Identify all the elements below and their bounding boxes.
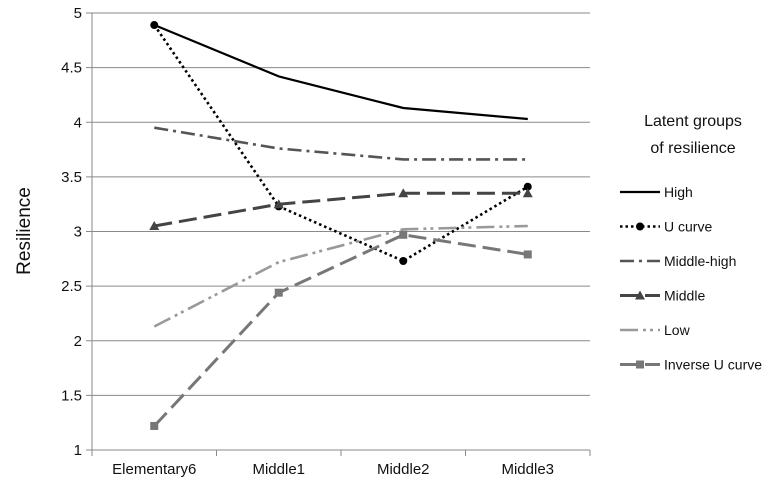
y-tick-label: 1.5 — [61, 387, 82, 404]
x-tick-label: Elementary6 — [112, 461, 196, 478]
series-5 — [150, 230, 532, 430]
legend-label: Middle-high — [664, 253, 736, 269]
y-tick-label: 1 — [74, 442, 82, 459]
y-tick-labels: 1 1.5 2 2.5 3 3.5 4 4.5 5 — [61, 5, 82, 459]
y-tick-label: 2 — [74, 333, 82, 350]
series-lines — [149, 21, 533, 430]
data-point — [636, 360, 644, 369]
series-line — [153, 233, 529, 428]
data-point — [635, 290, 645, 300]
data-point — [522, 188, 533, 198]
series-line — [154, 126, 528, 161]
y-tick-label: 3 — [74, 224, 82, 241]
y-tick-label: 4.5 — [61, 60, 82, 77]
legend-item: Middle — [620, 288, 705, 304]
x-tick-labels: Elementary6 Middle1 Middle2 Middle3 — [112, 461, 554, 478]
data-point — [636, 222, 644, 231]
data-point — [150, 421, 159, 430]
legend-label: Inverse U curve — [664, 357, 762, 373]
data-point — [398, 188, 409, 198]
gridlines — [86, 12, 590, 451]
y-tick-label: 5 — [74, 5, 82, 22]
data-point — [274, 288, 283, 297]
legend-label: Middle — [664, 288, 705, 304]
data-point — [523, 250, 532, 259]
x-tick-label: Middle1 — [252, 461, 305, 478]
data-point — [149, 221, 160, 231]
series-0 — [153, 23, 528, 121]
y-axis-label: Resilience — [14, 187, 35, 275]
legend-label: U curve — [664, 219, 712, 235]
data-point — [150, 21, 159, 30]
legend-label: Low — [664, 322, 691, 338]
data-point — [399, 256, 408, 265]
series-4 — [153, 224, 528, 328]
series-3 — [149, 188, 533, 231]
x-tick-label: Middle3 — [501, 461, 554, 478]
legend-item: U curve — [620, 219, 712, 235]
y-tick-label: 2.5 — [61, 278, 82, 295]
data-point — [523, 182, 532, 191]
series-line — [153, 23, 528, 121]
series-line — [153, 24, 529, 263]
legend: Latent groups of resilience High U curve M… — [620, 113, 762, 373]
axes — [91, 13, 591, 456]
x-tick-label: Middle2 — [377, 461, 430, 478]
y-tick-label: 4 — [74, 114, 82, 131]
series-line — [154, 191, 528, 228]
series-2 — [154, 126, 528, 161]
legend-title-line-2: of resilience — [650, 140, 735, 157]
legend-label: High — [664, 184, 693, 200]
series-line — [153, 224, 528, 328]
y-tick-label: 3.5 — [61, 169, 82, 186]
series-1 — [150, 21, 532, 265]
data-point — [399, 230, 408, 239]
legend-item: Inverse U curve — [620, 357, 762, 373]
legend-item: High — [620, 184, 693, 200]
legend-title-line-1: Latent groups — [644, 113, 742, 130]
data-point — [273, 199, 284, 209]
legend-item: Middle-high — [620, 253, 736, 269]
legend-item: Low — [620, 322, 691, 338]
